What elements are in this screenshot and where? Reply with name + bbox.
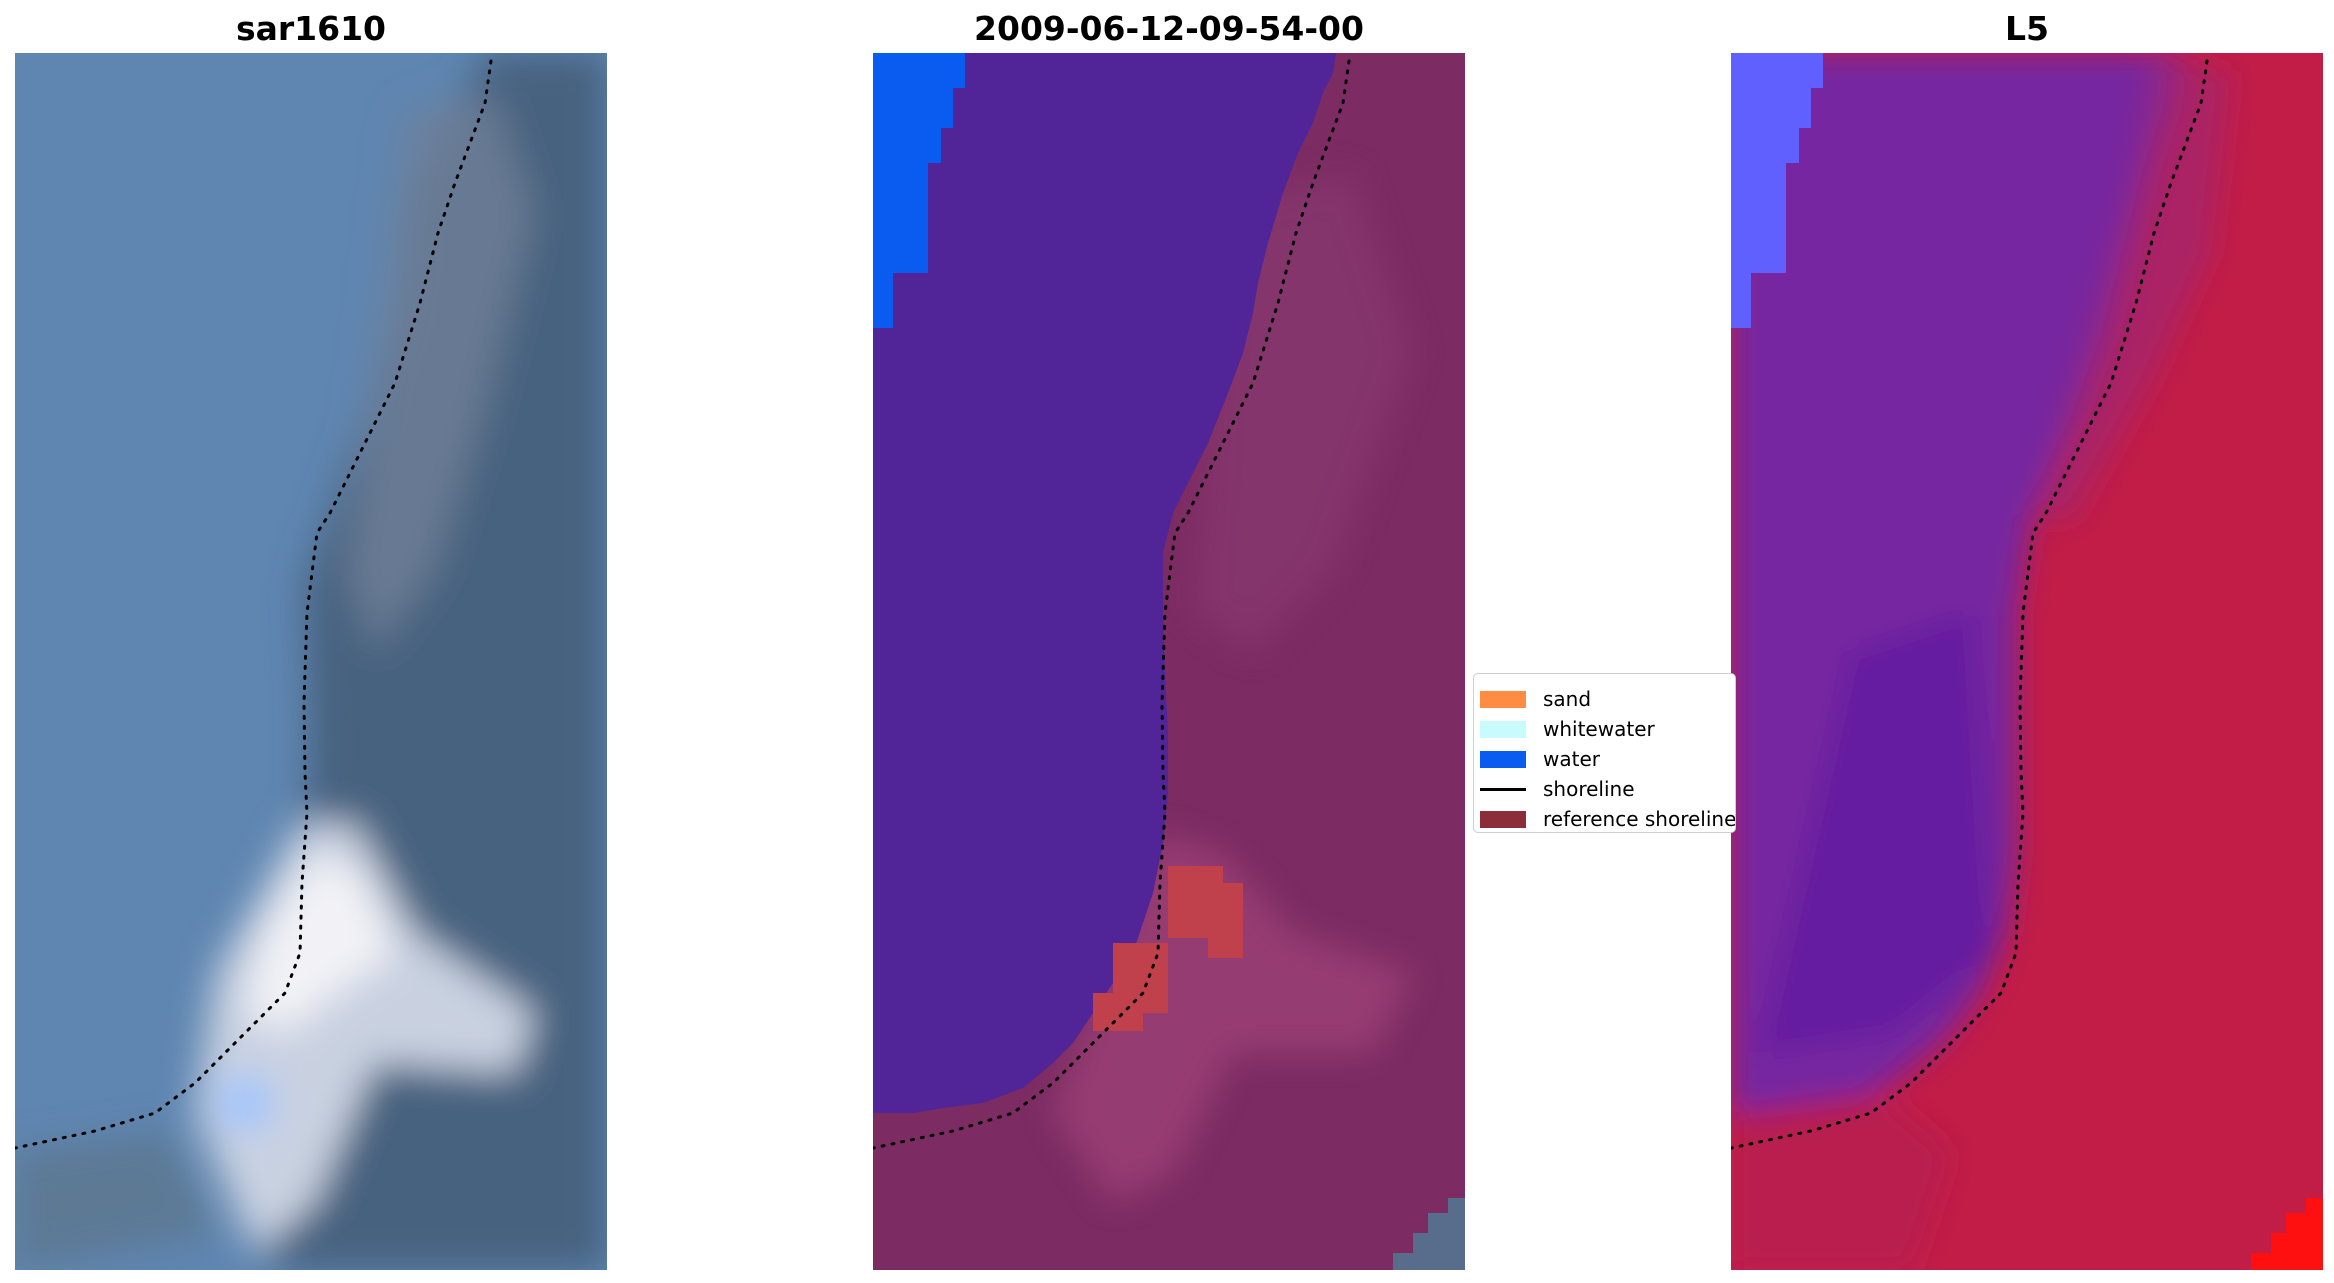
rgb-image-panel bbox=[15, 53, 607, 1270]
panel-title-1: sar1610 bbox=[235, 9, 387, 48]
water-region bbox=[873, 53, 1336, 1113]
shoreline-dotted bbox=[15, 59, 493, 1150]
blue-patch bbox=[1731, 53, 1823, 328]
red-patch bbox=[1093, 866, 1243, 1031]
red-corner-patch bbox=[2251, 1198, 2323, 1270]
water-swatch bbox=[1480, 750, 1526, 768]
legend: sand whitewater water shoreline referenc… bbox=[1473, 673, 1736, 833]
panel-title-2: 2009-06-12-09-54-00 bbox=[974, 9, 1364, 48]
legend-label: reference shoreline bbox=[1543, 807, 1736, 831]
reference-shoreline-swatch bbox=[1480, 810, 1526, 828]
legend-item-sand: sand bbox=[1480, 684, 1591, 714]
legend-label: shoreline bbox=[1543, 777, 1635, 801]
shoreline-dotted bbox=[1731, 59, 2209, 1150]
water-patch bbox=[873, 53, 965, 328]
legend-label: sand bbox=[1543, 687, 1592, 711]
corner-patch bbox=[1393, 1198, 1465, 1270]
legend-label: whitewater bbox=[1543, 717, 1655, 741]
legend-item-water: water bbox=[1480, 744, 1600, 774]
sand-swatch bbox=[1480, 690, 1526, 708]
legend-item-shoreline: shoreline bbox=[1480, 774, 1635, 804]
shoreline-line-icon bbox=[1480, 781, 1526, 798]
whitewater-swatch bbox=[1480, 720, 1526, 738]
classified-image-panel bbox=[873, 53, 1465, 1270]
legend-item-whitewater: whitewater bbox=[1480, 714, 1655, 744]
panel-title-3: L5 bbox=[2005, 9, 2049, 48]
index-image bbox=[1731, 53, 2323, 1270]
legend-item-reference-shoreline: reference shoreline bbox=[1480, 804, 1736, 832]
shoreline-dotted bbox=[873, 59, 1351, 1150]
classified-image bbox=[873, 53, 1465, 1270]
index-image-panel bbox=[1731, 53, 2323, 1270]
legend-label: water bbox=[1543, 747, 1600, 771]
rgb-image bbox=[15, 53, 607, 1270]
